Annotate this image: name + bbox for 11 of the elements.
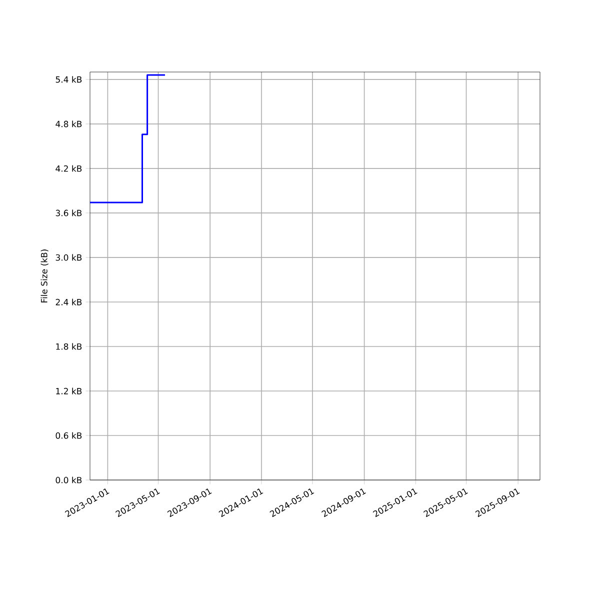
y-tick-label: 2.4 kB: [56, 298, 82, 306]
y-tick-label: 4.8 kB: [56, 120, 82, 128]
y-tick-label: 1.2 kB: [56, 388, 82, 394]
y-tick-label: 0.6 kB: [56, 432, 82, 439]
y-tick-label: 0.0 kB: [56, 476, 82, 484]
y-tick-label: 3.6 kB: [56, 210, 82, 216]
y-tick-label: 4.2 kB: [56, 165, 82, 172]
y-axis-title: File Size (kB): [40, 250, 48, 302]
y-tick-label: 1.8 kB: [56, 343, 82, 350]
y-tick-label: 5.4 kB: [56, 76, 82, 83]
y-tick-label: 3.0 kB: [56, 254, 82, 261]
